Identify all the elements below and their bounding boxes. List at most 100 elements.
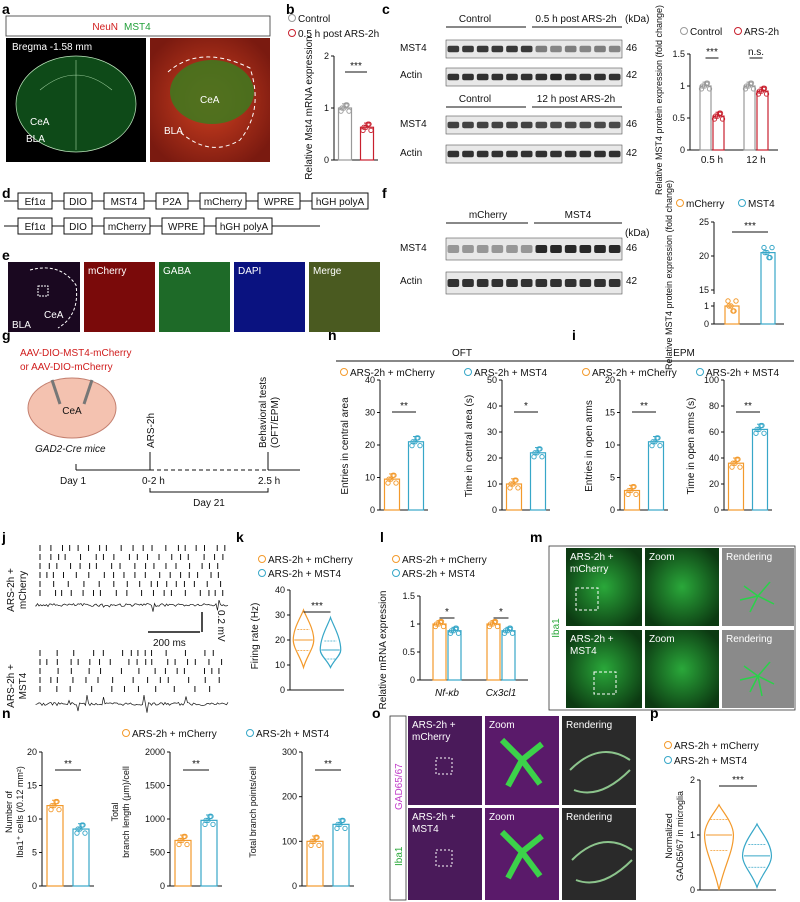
c-kda-1: (kDa) <box>625 14 649 25</box>
construct-element-label: mCherry <box>204 197 242 208</box>
data-point <box>698 86 705 92</box>
j-row2-line2: MST4 <box>18 672 29 699</box>
k-legend-mst4: ARS-2h + MST4 <box>268 569 342 580</box>
voltage-trace <box>35 694 229 713</box>
bar <box>432 623 447 681</box>
significance-label: ** <box>64 759 72 770</box>
construct-element <box>155 192 189 210</box>
chart-h2: 0 10 20 30 40 50 * <box>487 375 550 515</box>
data-point <box>335 821 341 828</box>
data-point <box>339 817 345 823</box>
data-point <box>762 249 768 256</box>
data-point <box>766 254 772 261</box>
data-point <box>730 460 736 466</box>
data-point <box>763 91 770 97</box>
data-point <box>626 487 632 494</box>
c-mst4-row1-band <box>476 45 489 53</box>
data-point <box>657 442 663 449</box>
data-point <box>337 821 343 828</box>
y-tick-label: 20 <box>699 251 709 261</box>
c-mst4-row1-band <box>491 45 504 53</box>
legend-mst4: MST4 <box>124 22 151 33</box>
c-actin-row1-band <box>476 73 489 81</box>
data-point <box>368 127 374 134</box>
data-point <box>203 817 209 823</box>
c-actin-row1-membrane <box>445 67 623 87</box>
data-point <box>509 630 516 636</box>
construct-element-label: mCherry <box>108 222 146 233</box>
c-mst4-row1-band <box>564 45 577 53</box>
data-point <box>53 798 59 805</box>
c-mst4-row2-band <box>447 121 460 129</box>
construct-element <box>161 217 205 235</box>
voltage-trace <box>35 599 229 612</box>
m-zoom-1: Zoom <box>649 552 675 563</box>
x-tick-label: 0.5 h <box>701 155 723 166</box>
y-tick-label: 0 <box>324 155 329 165</box>
f-actin: Actin <box>400 276 422 287</box>
y-tick-label: 15 <box>605 408 615 418</box>
data-point <box>494 623 501 630</box>
panel-label-i: i <box>572 327 576 343</box>
m-zoom-2: Zoom <box>649 634 675 645</box>
o-zoom-2: Zoom <box>489 812 515 823</box>
f-mst4-band <box>462 245 474 253</box>
c-actin-row1-band <box>462 73 474 81</box>
y-tick-label: 10 <box>27 814 37 824</box>
construct-element-label: hGH polyA <box>220 222 269 233</box>
data-point <box>539 454 545 460</box>
panel-n: ARS-2h + mCherry ARS-2h + MST4 Number of… <box>4 729 354 891</box>
h-legend-mst4: ARS-2h + MST4 <box>474 368 548 379</box>
o-row2-line1: ARS-2h + <box>412 812 456 823</box>
e-label-mcherry: mCherry <box>88 266 126 277</box>
bar <box>623 489 641 511</box>
construct-element-label: DIO <box>69 197 87 208</box>
data-point <box>712 113 719 119</box>
data-point <box>360 127 366 134</box>
panel-i: EPM ARS-2h + mCherry ARS-2h + MST4 Entri… <box>578 348 794 515</box>
c-actin-row2-band <box>535 150 548 158</box>
p-legend-mcherry: ARS-2h + mCherry <box>674 741 759 752</box>
c-mst4-2: MST4 <box>400 119 427 130</box>
data-point <box>532 450 538 456</box>
e-dapi-image <box>234 262 305 332</box>
c-mst4-row1-band <box>462 45 474 53</box>
m-row2-line2: MST4 <box>570 646 597 657</box>
k-ylabel: Firing rate (Hz) <box>250 603 261 670</box>
c-actin-row1-band <box>506 73 518 81</box>
f-mst: MST4 <box>565 210 592 221</box>
data-point <box>502 628 509 634</box>
y-tick-label: 0.5 <box>672 113 685 123</box>
data-point <box>754 426 760 433</box>
bar <box>743 85 756 151</box>
y-tick-label: 80 <box>709 401 719 411</box>
y-tick-label: 0 <box>492 505 497 515</box>
data-point <box>706 86 713 92</box>
panel-label-d: d <box>2 185 11 201</box>
bar <box>306 840 324 887</box>
c-actin-row2-band <box>462 150 474 158</box>
f-mst4-band <box>594 245 606 253</box>
f-mst4-band <box>535 245 548 253</box>
y-tick-label: 30 <box>365 408 375 418</box>
panel-label-k: k <box>236 529 244 545</box>
n-ylabel1-l2: Iba1⁺ cells (/0.12 mm²) <box>15 766 25 858</box>
significance-label: n.s. <box>748 47 764 58</box>
panel-label-n: n <box>2 705 11 721</box>
significance-label: ** <box>324 759 332 770</box>
construct-element-label: P2A <box>163 197 182 208</box>
y-tick-label: 0 <box>160 881 165 891</box>
e-cea-label: CeA <box>44 310 64 321</box>
construct-element-label: hGH polyA <box>316 197 365 208</box>
bar <box>751 428 769 511</box>
panel-d-constructs: Ef1α DIO MST4 P2A mCherry WPRE hGH polyA Ef1α DI… <box>4 192 369 235</box>
b-legend-control: Control <box>298 14 330 25</box>
y-tick-label: 15 <box>27 781 37 791</box>
data-point <box>205 817 211 823</box>
construct-element <box>257 192 301 210</box>
j-scale-volt: 0.2 mV <box>215 610 226 642</box>
y-tick-label: 0.5 <box>402 647 415 657</box>
m-mcherry-field <box>566 548 642 626</box>
data-point <box>508 481 514 487</box>
